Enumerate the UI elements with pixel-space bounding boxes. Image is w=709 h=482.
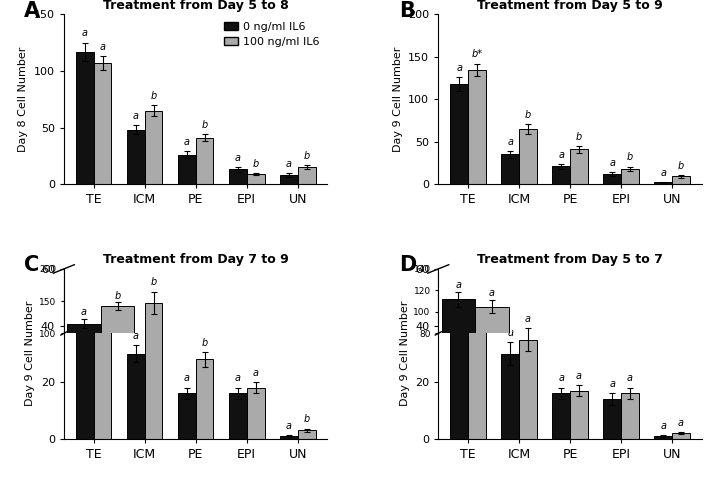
Text: b: b [252, 159, 259, 169]
Bar [145, 303, 162, 439]
Text: a: a [456, 63, 462, 73]
Text: a: a [609, 379, 615, 389]
Bar [552, 166, 570, 184]
Bar [298, 430, 316, 439]
Bar [552, 393, 570, 439]
Text: b: b [201, 120, 208, 130]
Text: a: a [184, 137, 190, 147]
Text: a: a [660, 168, 666, 178]
Text: a: a [525, 314, 531, 324]
Text: a: a [184, 374, 190, 384]
Bar [196, 360, 213, 439]
Bar [94, 63, 111, 184]
Bar [450, 122, 468, 439]
Bar [654, 182, 672, 184]
Text: a: a [133, 331, 139, 341]
Bar [501, 354, 519, 439]
Bar [468, 69, 486, 184]
Text: a: a [627, 374, 633, 384]
Text: b: b [525, 109, 531, 120]
Bar [247, 174, 264, 184]
Text: b: b [303, 151, 310, 161]
Text: a: a [99, 42, 106, 52]
Bar [603, 174, 621, 184]
Bar [280, 175, 298, 184]
Bar [621, 169, 639, 184]
Text: b: b [150, 91, 157, 101]
Bar [672, 176, 690, 184]
Bar [196, 138, 213, 184]
Bar [247, 388, 264, 439]
Bar [145, 110, 162, 184]
Text: a: a [286, 159, 291, 169]
Y-axis label: Day 9 Cell Number: Day 9 Cell Number [25, 301, 35, 406]
Y-axis label: Day 9 Cell Number: Day 9 Cell Number [400, 301, 410, 406]
Bar [178, 393, 196, 439]
Bar [603, 399, 621, 439]
Text: b*: b* [471, 50, 483, 59]
Text: a: a [133, 111, 139, 121]
Bar [298, 167, 316, 184]
Title: Treatment from Day 5 to 7: Treatment from Day 5 to 7 [477, 254, 663, 267]
Bar [229, 169, 247, 184]
Y-axis label: Day 8 Cell Number: Day 8 Cell Number [18, 47, 28, 152]
Text: b: b [576, 132, 582, 142]
Bar [519, 340, 537, 439]
Bar [94, 37, 111, 439]
Text: b: b [150, 277, 157, 287]
Text: a: a [678, 418, 684, 428]
Text: a: a [82, 28, 88, 39]
Bar [280, 436, 298, 439]
Bar [468, 142, 486, 439]
Bar [672, 433, 690, 439]
Text: a: a [558, 374, 564, 384]
Text: a: a [252, 368, 259, 378]
Text: b: b [678, 161, 684, 171]
Text: B: B [398, 1, 415, 21]
Legend: 0 ng/ml IL6, 100 ng/ml IL6: 0 ng/ml IL6, 100 ng/ml IL6 [222, 20, 322, 49]
Title: Treatment from Day 5 to 9: Treatment from Day 5 to 9 [477, 0, 663, 12]
Bar [229, 393, 247, 439]
Text: a: a [507, 328, 513, 338]
Bar [570, 390, 588, 439]
Text: a: a [660, 421, 666, 431]
Text: a: a [286, 421, 291, 431]
Y-axis label: Day 9 Cell Number: Day 9 Cell Number [393, 47, 403, 152]
Bar [654, 436, 672, 439]
Bar [501, 154, 519, 184]
Text: C: C [24, 255, 40, 275]
Bar [76, 52, 94, 184]
Text: a: a [507, 137, 513, 147]
Bar [76, 113, 94, 439]
Bar [127, 130, 145, 184]
Text: a: a [576, 371, 582, 381]
Text: A: A [24, 1, 40, 21]
Text: a: a [609, 158, 615, 168]
Text: b: b [201, 338, 208, 348]
Title: Treatment from Day 7 to 9: Treatment from Day 7 to 9 [103, 254, 289, 267]
Bar [570, 149, 588, 184]
Text: a: a [558, 149, 564, 160]
Text: D: D [398, 255, 416, 275]
Text: b: b [303, 415, 310, 425]
Bar [450, 84, 468, 184]
Text: b: b [627, 152, 633, 162]
Text: a: a [235, 374, 241, 384]
Bar [127, 354, 145, 439]
Text: a: a [235, 153, 241, 163]
Title: Treatment from Day 5 to 8: Treatment from Day 5 to 8 [103, 0, 289, 12]
Bar [519, 129, 537, 184]
Bar [621, 393, 639, 439]
Bar [178, 155, 196, 184]
